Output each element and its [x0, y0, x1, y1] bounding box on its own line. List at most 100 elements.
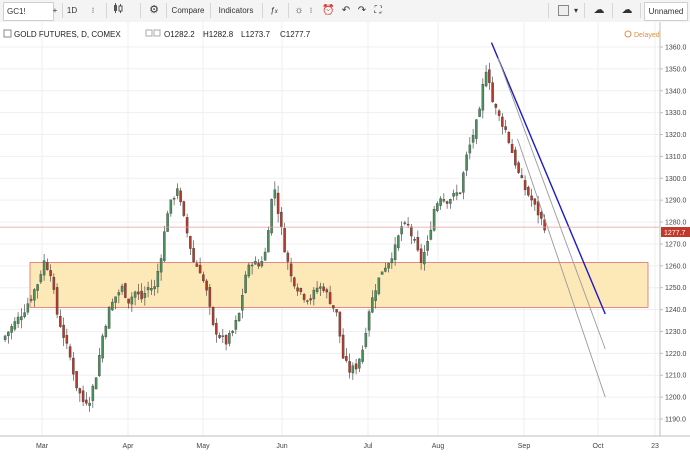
legend-eye-icon[interactable] [145, 29, 153, 37]
x-axis[interactable]: Mar Apr May Jun Jul Aug Sep Oct 23 [36, 443, 659, 450]
candle-body [283, 228, 286, 253]
delayed-icon [624, 30, 632, 38]
candle-body [289, 263, 293, 277]
y-tick-label: 1220.0 [665, 351, 687, 358]
chart-type-icon[interactable] [556, 2, 570, 19]
support-zone [29, 262, 649, 308]
candle-body [195, 263, 199, 267]
high-value: H1282.8 [203, 30, 234, 39]
candle-body [221, 335, 225, 337]
alert-icon[interactable]: ⏰ [322, 5, 335, 16]
indicators-button[interactable]: Indicators [218, 6, 254, 15]
candle-body [296, 287, 299, 292]
candle-body [484, 71, 488, 87]
candle-body [75, 371, 78, 389]
undo-icon[interactable]: ↶ [341, 5, 351, 16]
candle-body [3, 335, 7, 340]
layout-name[interactable]: Unnamed [644, 2, 688, 21]
candle-body [293, 277, 296, 287]
candle-body [273, 189, 277, 199]
candle-body [224, 335, 228, 345]
y-tick-label: 1330.0 [665, 110, 687, 117]
candle-body [309, 298, 312, 301]
y-axis[interactable]: 1360.0 1350.0 1340.0 1330.0 1320.0 1310.0 1300… [660, 45, 687, 424]
y-tick-label: 1270.0 [665, 241, 687, 248]
candle-body [452, 192, 455, 197]
candle-body [94, 377, 98, 390]
candle-body [39, 274, 43, 283]
candle-body [244, 274, 247, 293]
candle-body [36, 284, 39, 291]
trendlines-layer[interactable] [490, 42, 606, 398]
candle-body [211, 306, 215, 325]
legend-toggle-icon[interactable] [3, 29, 12, 38]
candle-body [237, 312, 241, 322]
candle-body [361, 349, 364, 362]
candle-body [403, 222, 407, 224]
templates-icon[interactable]: ☼ [294, 5, 304, 16]
x-tick-label: May [196, 443, 210, 450]
symbol-input[interactable]: GC1! [3, 2, 54, 21]
candle-body [328, 292, 332, 305]
cloud-upload-icon[interactable]: ☁ [621, 4, 633, 16]
candle-body [439, 198, 442, 206]
candle-body [208, 287, 212, 307]
y-tick-label: 1290.0 [665, 198, 687, 205]
interval-dropdown-icon[interactable]: ⁝ [91, 6, 95, 15]
candle-body [218, 335, 221, 338]
candle-body [384, 267, 387, 272]
candle-body [478, 108, 481, 117]
templates-dropdown-icon[interactable]: ⁝ [309, 6, 313, 15]
candle-body [400, 226, 403, 235]
candle-body [527, 186, 530, 196]
fx-icon[interactable]: ƒx [270, 6, 278, 15]
candle-body [319, 286, 322, 289]
fullscreen-icon[interactable]: ⛶ [374, 5, 382, 16]
candle-body [423, 252, 426, 265]
candle-body [276, 192, 280, 214]
candle-body [306, 300, 309, 302]
chart-type-dropdown-icon[interactable]: ▾ [573, 6, 578, 15]
candle-body [390, 258, 394, 264]
cloud-icon[interactable]: ☁ [593, 4, 605, 16]
candle-body [247, 264, 251, 277]
candle-body [111, 301, 114, 311]
candle-body [312, 289, 316, 300]
candle-body [114, 296, 117, 303]
redo-icon[interactable]: ↷ [357, 5, 367, 16]
y-tick-label: 1280.0 [665, 220, 687, 227]
candle-body [348, 361, 351, 373]
candle-body [140, 290, 143, 300]
gear-icon[interactable]: ⚙ [149, 4, 159, 16]
price-chart[interactable]: 1360.0 1350.0 1340.0 1330.0 1320.0 1310.0 1300… [0, 22, 690, 456]
candle-body [107, 307, 111, 329]
candles-icon[interactable] [110, 2, 126, 19]
candle-body [335, 309, 338, 313]
candle-body [254, 261, 257, 265]
candle-body [270, 199, 273, 234]
candle-body [520, 175, 524, 179]
last-price-label: 1277.7 [664, 230, 686, 237]
candle-body [88, 402, 91, 406]
candle-body [98, 355, 101, 376]
candle-body [468, 144, 472, 154]
candle-body [429, 229, 433, 240]
candle-body [169, 199, 173, 214]
candle-body [55, 287, 59, 315]
legend-settings-icon[interactable] [153, 29, 161, 37]
candle-body [156, 271, 160, 288]
candle-body [23, 312, 26, 318]
candle-body [517, 162, 520, 173]
interval-button[interactable]: 1D [66, 6, 78, 15]
candle-body [442, 199, 446, 202]
candle-body [436, 203, 439, 211]
candle-body [302, 294, 306, 300]
candle-body [449, 199, 452, 204]
candle-body [341, 334, 345, 359]
candle-body [475, 119, 478, 139]
y-tick-label: 1260.0 [665, 263, 687, 270]
trendline-blue [490, 42, 606, 315]
compare-button[interactable]: Compare [171, 6, 205, 15]
plus-icon[interactable]: + [52, 6, 58, 15]
open-value: O1282.2 [164, 30, 195, 39]
